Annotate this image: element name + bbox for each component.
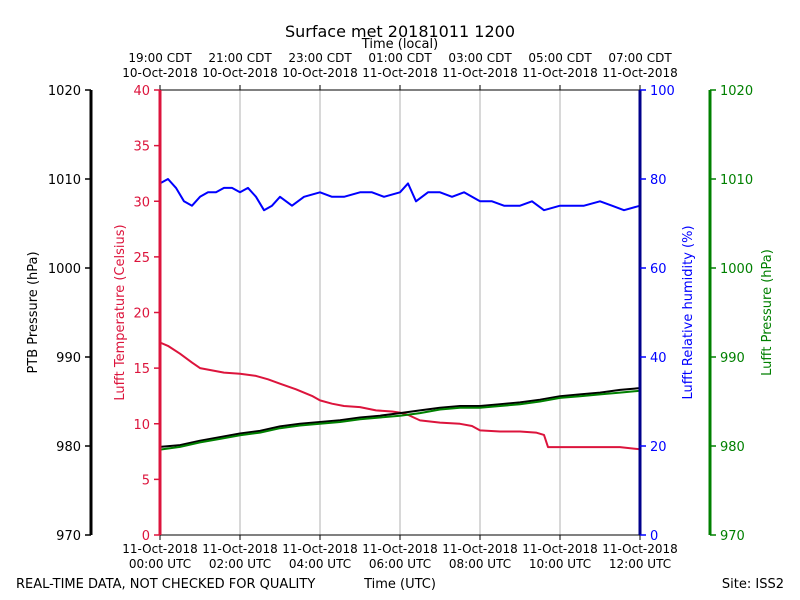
rh-axis-tick-label: 20 [650,440,667,455]
rh-axis-tick-label: 80 [650,173,667,188]
x-tick-local-time: 23:00 CDT [288,51,352,65]
temp-axis-tick-label: 35 [133,140,150,155]
chart-title: Surface met 20181011 1200 [285,22,515,41]
rh-axis-tick-label: 100 [650,84,675,99]
temp-axis-tick-label: 5 [142,473,150,488]
x-tick-utc-time: 02:00 UTC [209,557,271,571]
ptb-axis-tick-label: 990 [56,351,81,366]
ptb-axis-tick-label: 1020 [48,84,81,99]
x-tick-utc-date: 11-Oct-2018 [522,542,598,556]
x-tick-local-time: 07:00 CDT [608,51,672,65]
x-tick-utc-date: 11-Oct-2018 [442,542,518,556]
rh-axis-tick-label: 60 [650,262,667,277]
temp-axis-tick-label: 25 [133,251,150,266]
x-axis-label: Time (UTC) [363,577,436,592]
lufft-pressure-axis-tick-label: 980 [720,440,745,455]
x-tick-utc-date: 11-Oct-2018 [602,542,678,556]
grid-lines [239,90,561,535]
x-tick-local-time: 03:00 CDT [448,51,512,65]
x-tick-utc-time: 00:00 UTC [129,557,191,571]
temp-axis-tick-label: 40 [133,84,150,99]
ptb-axis-tick-label: 970 [56,529,81,544]
ptb-axis-tick-label: 1010 [48,173,81,188]
ptb-axis-tick-label: 1000 [48,262,81,277]
x-tick-local-time: 19:00 CDT [128,51,192,65]
x-tick-local-date: 10-Oct-2018 [202,66,278,80]
lufft-pressure-axis-tick-label: 1010 [720,173,753,188]
site-label: Site: ISS2 [722,577,784,592]
series-lines [159,178,641,451]
ptb-axis-tick-label: 980 [56,440,81,455]
x-tick-utc-date: 11-Oct-2018 [122,542,198,556]
series-line-ptb [159,387,641,448]
series-line-rh [159,178,641,212]
series-line-lufft_p [159,389,641,451]
temp-axis-tick-label: 15 [133,362,150,377]
temp-axis-label: Lufft Temperature (Celsius) [113,224,128,400]
x-tick-utc-time: 10:00 UTC [529,557,591,571]
series-line-temp [159,341,641,451]
temp-axis-tick-label: 20 [133,307,150,322]
rh-axis-tick-label: 0 [650,529,658,544]
ptb-axis-label: PTB Pressure (hPa) [26,251,41,373]
x-tick-local-time: 01:00 CDT [368,51,432,65]
lufft-pressure-axis-label: Lufft Pressure (hPa) [760,249,775,376]
top-axis-label: Time (local) [361,37,438,52]
x-tick-local-date: 10-Oct-2018 [122,66,198,80]
x-tick-local-time: 21:00 CDT [208,51,272,65]
x-tick-local-date: 11-Oct-2018 [362,66,438,80]
lufft-pressure-axis-tick-label: 1020 [720,84,753,99]
temp-axis-tick-label: 10 [133,418,150,433]
rh-axis-tick-label: 40 [650,351,667,366]
x-tick-utc-time: 04:00 UTC [289,557,351,571]
temp-axis-tick-label: 0 [142,529,150,544]
lufft-pressure-axis-tick-label: 1000 [720,262,753,277]
x-tick-local-time: 05:00 CDT [528,51,592,65]
x-tick-utc-date: 11-Oct-2018 [202,542,278,556]
footer-quality-note: REAL-TIME DATA, NOT CHECKED FOR QUALITY [16,577,315,592]
x-tick-utc-date: 11-Oct-2018 [362,542,438,556]
lufft-pressure-axis-tick-label: 990 [720,351,745,366]
temp-axis-tick-label: 30 [133,195,150,210]
x-tick-local-date: 11-Oct-2018 [602,66,678,80]
x-tick-utc-time: 06:00 UTC [369,557,431,571]
x-tick-local-date: 11-Oct-2018 [522,66,598,80]
lufft-pressure-axis-tick-label: 970 [720,529,745,544]
x-tick-utc-time: 08:00 UTC [449,557,511,571]
x-tick-utc-time: 12:00 UTC [609,557,671,571]
x-tick-utc-date: 11-Oct-2018 [282,542,358,556]
x-tick-local-date: 10-Oct-2018 [282,66,358,80]
x-tick-local-date: 11-Oct-2018 [442,66,518,80]
rh-axis-label: Lufft Relative humidity (%) [681,225,696,399]
